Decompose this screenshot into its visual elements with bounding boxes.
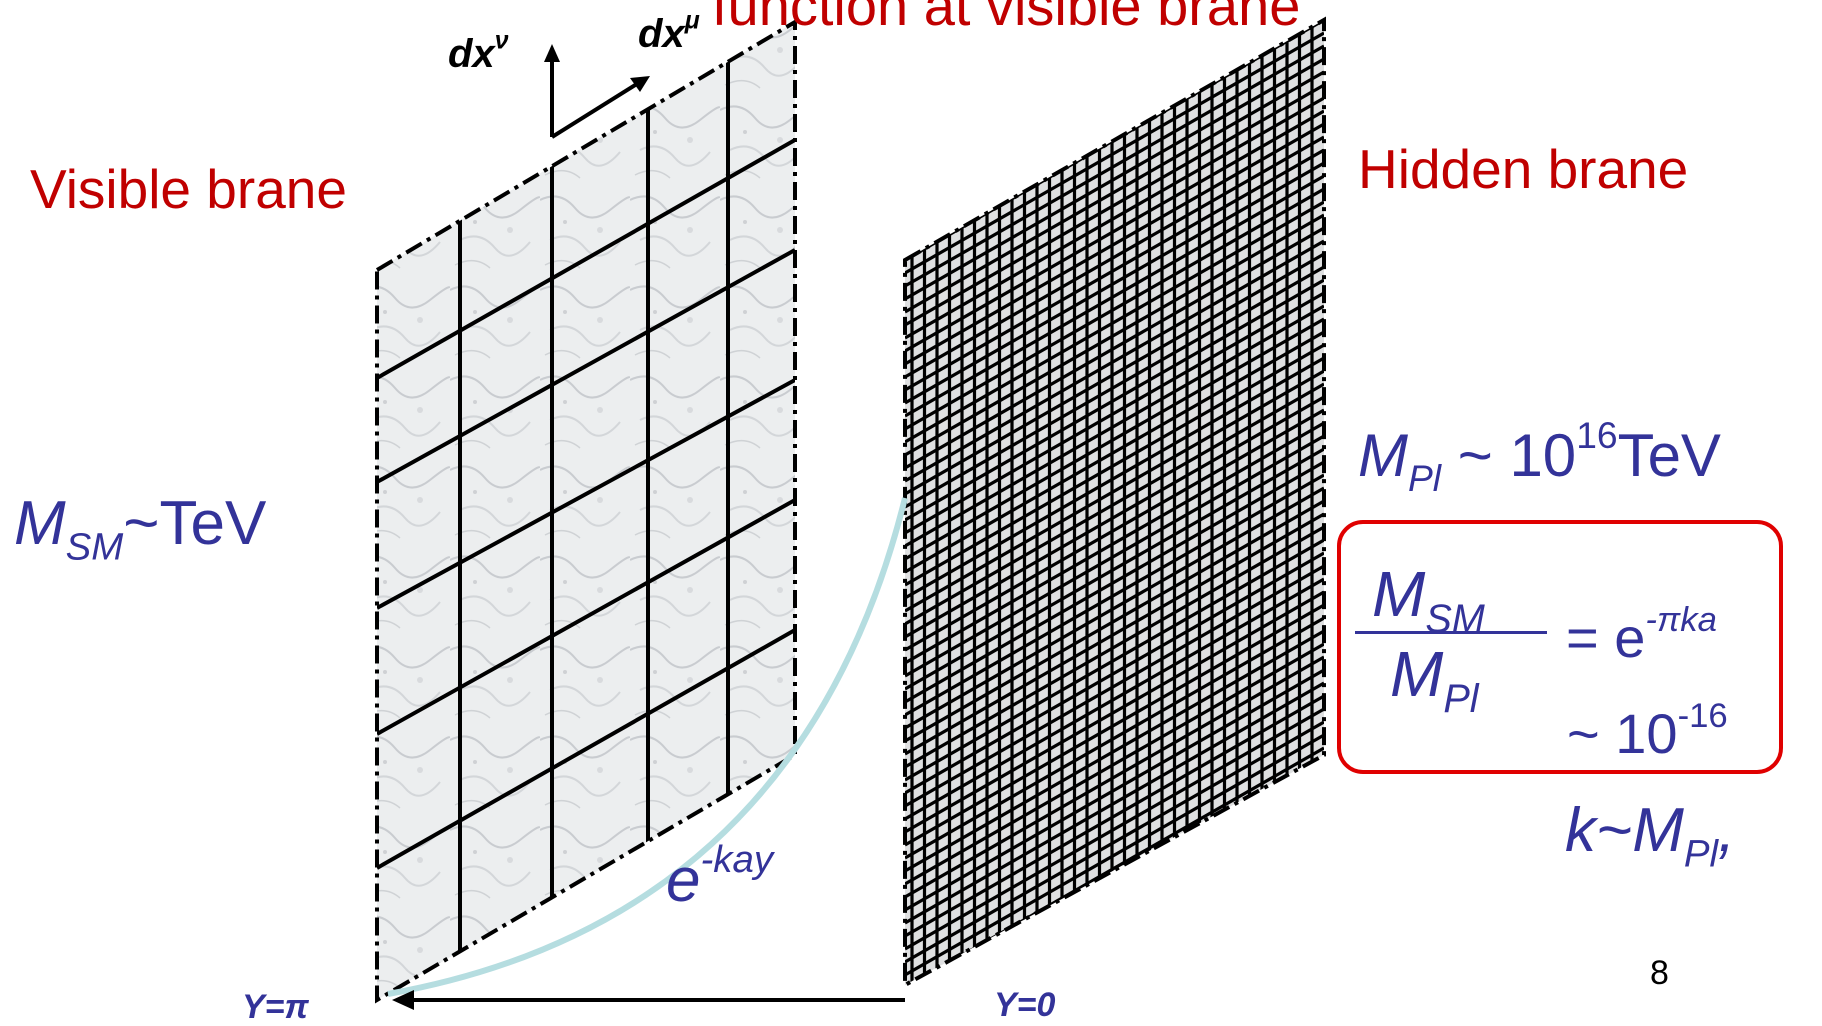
hidden-grid-line: [905, 473, 1324, 717]
hidden-grid-line: [905, 200, 1324, 444]
hidden-grid-line: [905, 564, 1324, 808]
hidden-grid-line: [905, 226, 1324, 470]
hidden-grid-line: [905, 83, 1324, 327]
hidden-grid-line: [905, 590, 1324, 834]
hidden-brane-label: Hidden brane: [1358, 138, 1689, 200]
hidden-grid-line: [905, 629, 1324, 873]
hidden-grid-line: [905, 538, 1324, 782]
axis-mu-label: dxμ: [638, 7, 700, 56]
ratio-equals-exponential: = e-πka: [1566, 600, 1717, 669]
hidden-grid-line: [905, 187, 1324, 431]
hidden-grid-line: [905, 512, 1324, 756]
header-partial-title: function at visible brane: [712, 0, 1301, 37]
hidden-brane: [903, 16, 1326, 989]
hidden-grid-line: [905, 382, 1324, 626]
hidden-grid-line: [905, 460, 1324, 704]
visible-brane-surface: [377, 22, 795, 1000]
hidden-grid-line: [905, 551, 1324, 795]
slide-number: 8: [1650, 954, 1669, 992]
hidden-grid-line: [905, 681, 1324, 925]
coordinate-axes: [544, 44, 650, 139]
hidden-grid-line: [905, 265, 1324, 509]
warp-factor-curve: [387, 497, 908, 997]
hidden-grid-line: [905, 122, 1324, 366]
hidden-grid-line: [905, 239, 1324, 483]
ratio-numerator: MSM: [1372, 558, 1485, 641]
mass-ratio-box: [1337, 520, 1783, 774]
hidden-grid-line: [905, 603, 1324, 847]
hidden-grid-line: [905, 343, 1324, 587]
hidden-grid-line: [905, 642, 1324, 886]
visible-brane-outline: [375, 18, 797, 1004]
hidden-grid-line: [905, 174, 1324, 418]
hidden-grid-line: [905, 486, 1324, 730]
axis-nu-arrowhead: [544, 44, 560, 62]
hidden-grid-line: [905, 213, 1324, 457]
visible-brane-position: Y=π: [242, 988, 309, 1026]
hidden-grid-line: [905, 57, 1324, 301]
hidden-grid-line: [905, 278, 1324, 522]
hidden-grid-line: [905, 421, 1324, 665]
hidden-grid-line: [905, 499, 1324, 743]
k-relation-label: k~MPl,: [1565, 796, 1736, 876]
extra-dimension-arrowhead: [392, 990, 414, 1010]
hidden-grid-line: [905, 577, 1324, 821]
hidden-grid-line: [905, 304, 1324, 548]
hidden-grid-line: [905, 31, 1324, 275]
hidden-grid-line: [905, 330, 1324, 574]
hidden-mass-label: MPl ~ 1016TeV: [1358, 414, 1721, 499]
hidden-grid-line: [905, 291, 1324, 535]
extra-dimension-arrow: [392, 990, 905, 1010]
hidden-grid-line: [905, 161, 1324, 405]
hidden-grid-line: [905, 109, 1324, 353]
hidden-grid-line: [905, 733, 1324, 977]
axis-mu-arrowhead: [630, 76, 650, 92]
hidden-grid-line: [905, 434, 1324, 678]
hidden-grid-line: [905, 668, 1324, 912]
hidden-grid-line: [905, 655, 1324, 899]
hidden-grid-line: [905, 408, 1324, 652]
hidden-grid-line: [905, 44, 1324, 288]
axis-nu-label: dxν: [448, 27, 509, 76]
hidden-grid-line: [905, 720, 1324, 964]
hidden-grid-line: [905, 70, 1324, 314]
hidden-grid-line: [905, 369, 1324, 613]
hidden-grid-line: [905, 395, 1324, 639]
hidden-grid-line: [905, 694, 1324, 938]
ratio-approx-value: ~ 10-16: [1567, 696, 1728, 765]
hidden-grid-line: [905, 317, 1324, 561]
visible-brane-label: Visible brane: [30, 158, 347, 220]
hidden-brane-position: Y=0: [994, 986, 1056, 1024]
hidden-grid-line: [905, 135, 1324, 379]
hidden-grid-line: [905, 96, 1324, 340]
hidden-grid-line: [905, 356, 1324, 600]
ratio-fraction-bar: [1355, 631, 1547, 634]
warp-factor-label: e-kay: [666, 838, 774, 915]
hidden-grid-line: [905, 525, 1324, 769]
hidden-grid-line: [905, 447, 1324, 691]
hidden-grid-line: [905, 252, 1324, 496]
visible-mass-label: MSM~TeV: [14, 489, 267, 569]
hidden-brane-outline: [903, 16, 1326, 989]
hidden-grid-line: [905, 707, 1324, 951]
ratio-denominator: MPl: [1390, 638, 1479, 721]
hidden-grid-line: [905, 148, 1324, 392]
hidden-grid-line: [905, 616, 1324, 860]
axis-mu-arrow: [550, 80, 642, 139]
